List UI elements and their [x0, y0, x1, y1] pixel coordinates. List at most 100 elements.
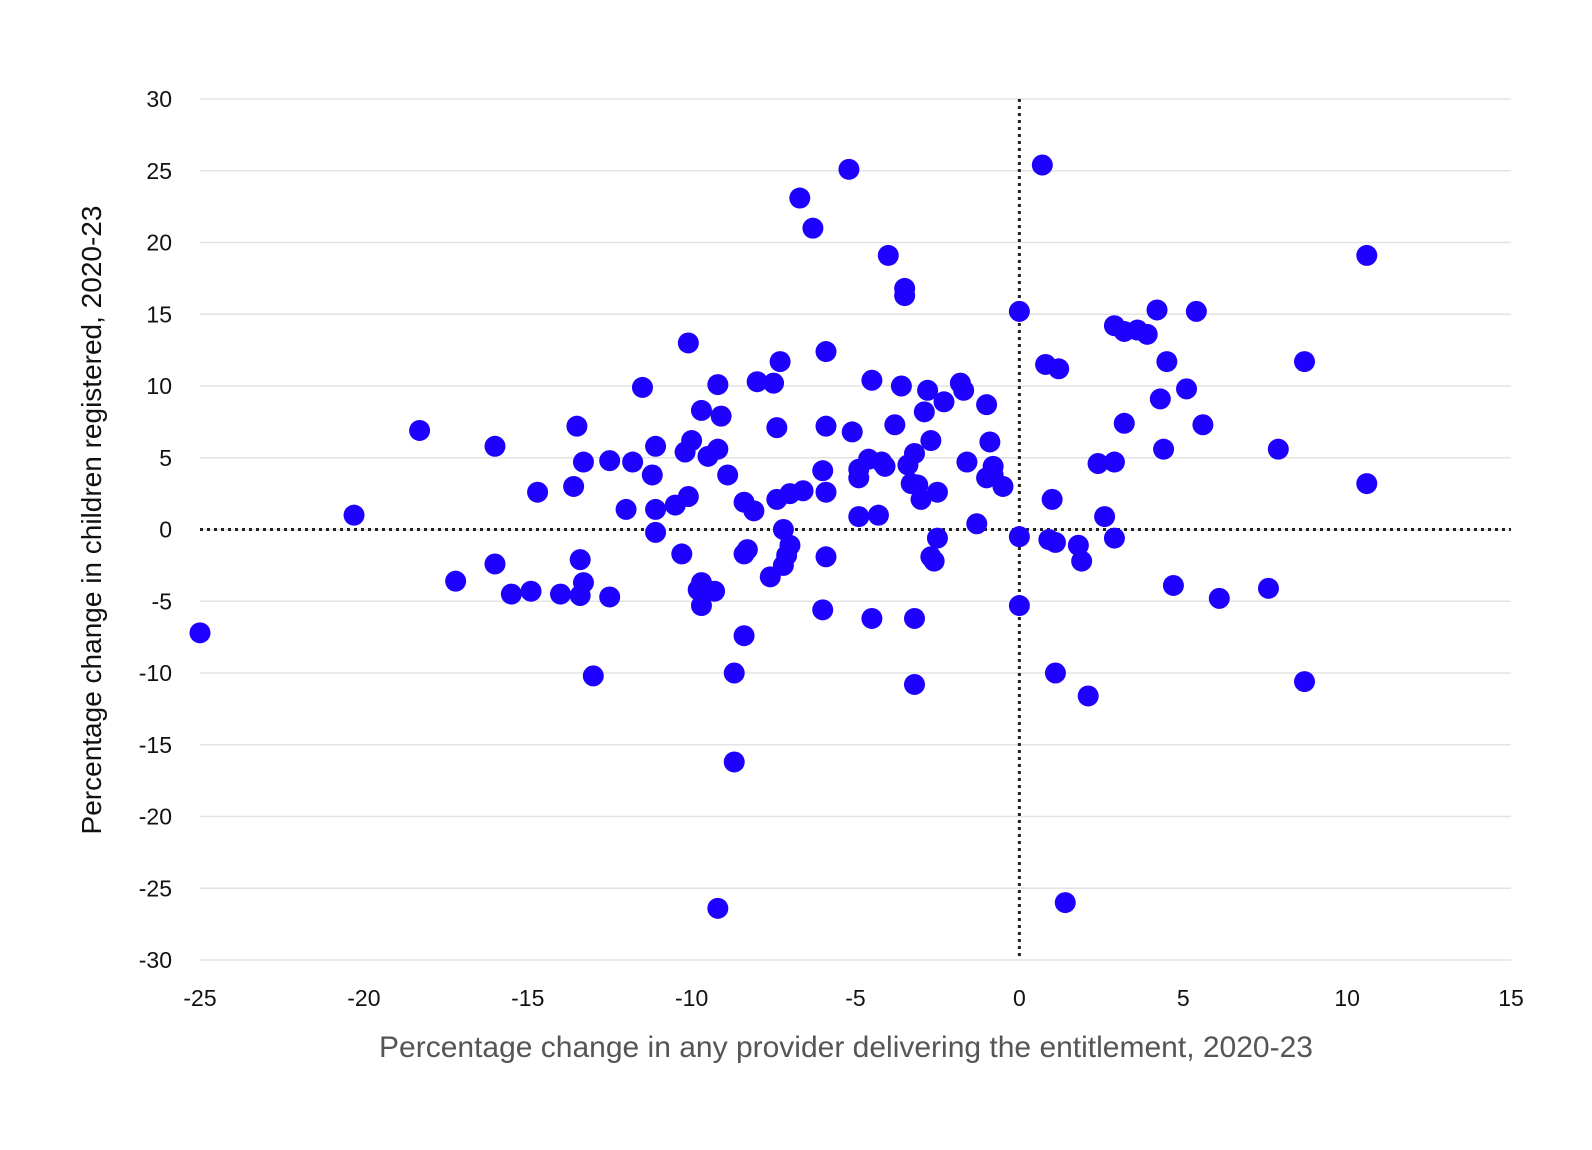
data-point	[979, 431, 1001, 453]
data-point	[1267, 438, 1289, 460]
data-point	[599, 586, 621, 608]
data-point	[484, 553, 506, 575]
data-point	[926, 527, 948, 549]
data-point	[1176, 378, 1198, 400]
data-point	[707, 438, 729, 460]
data-point	[1162, 574, 1184, 596]
data-point	[409, 419, 431, 441]
x-tick-label: -25	[183, 985, 216, 1011]
x-axis-title: Percentage change in any provider delive…	[379, 1031, 1313, 1064]
data-point	[527, 481, 549, 503]
data-point	[717, 464, 739, 486]
data-point	[736, 539, 758, 561]
data-point	[1067, 534, 1089, 556]
y-tick-label: -25	[139, 875, 172, 901]
data-point	[802, 217, 824, 239]
data-point	[848, 506, 870, 528]
data-point	[1048, 358, 1070, 380]
data-point	[445, 570, 467, 592]
data-point	[641, 464, 663, 486]
data-point	[520, 580, 542, 602]
data-point	[867, 504, 889, 526]
data-point	[707, 374, 729, 396]
data-point	[917, 379, 939, 401]
y-tick-label: -5	[152, 588, 172, 614]
y-tick-label: 25	[146, 158, 172, 184]
data-point	[572, 451, 594, 473]
data-point	[1192, 414, 1214, 436]
data-point	[1103, 451, 1125, 473]
data-point	[920, 430, 942, 452]
data-point	[1146, 299, 1168, 321]
data-point	[569, 585, 591, 607]
data-point	[913, 401, 935, 423]
data-point	[763, 372, 785, 394]
data-point	[772, 519, 794, 540]
data-point	[812, 599, 834, 621]
data-point	[1208, 587, 1230, 609]
data-point	[877, 244, 899, 266]
data-point	[1149, 388, 1171, 410]
data-point	[992, 475, 1014, 497]
data-point	[569, 549, 591, 571]
data-point	[1008, 300, 1030, 322]
data-point	[746, 371, 768, 393]
data-point	[189, 622, 211, 644]
gridlines	[200, 98, 1511, 961]
data-point	[815, 415, 837, 437]
data-point	[343, 504, 365, 526]
data-point	[1031, 154, 1053, 176]
x-tick-label: -5	[845, 985, 865, 1011]
data-point	[1185, 300, 1207, 322]
data-point	[976, 394, 998, 416]
data-point	[645, 435, 667, 457]
data-point	[874, 455, 896, 477]
data-point	[815, 341, 837, 363]
data-point	[1156, 351, 1178, 373]
data-point	[956, 451, 978, 473]
y-axis-title: Percentage change in children registered…	[76, 206, 107, 835]
y-tick-label: -20	[139, 804, 172, 830]
data-point	[926, 481, 948, 503]
data-point	[704, 580, 726, 602]
data-point	[1044, 662, 1066, 684]
data-point	[923, 550, 945, 572]
data-point	[789, 187, 811, 209]
data-point	[766, 417, 788, 439]
data-point	[1094, 506, 1116, 528]
data-point	[1087, 452, 1109, 474]
data-point	[815, 481, 837, 503]
data-point	[815, 546, 837, 568]
data-point	[884, 414, 906, 436]
y-tick-label: 5	[159, 445, 172, 471]
x-tick-label: 5	[1177, 985, 1190, 1011]
data-point	[1294, 671, 1316, 693]
data-point	[1153, 438, 1175, 460]
data-point	[903, 607, 925, 629]
data-point	[733, 625, 755, 647]
data-point	[550, 583, 572, 605]
data-point	[707, 897, 729, 919]
data-point	[484, 435, 506, 457]
data-point	[890, 375, 912, 397]
data-point	[841, 421, 863, 443]
data-point	[1041, 488, 1063, 510]
y-tick-label: 15	[146, 301, 172, 327]
data-point	[645, 521, 667, 543]
reference-lines	[200, 99, 1511, 960]
data-point	[631, 376, 653, 398]
data-point	[690, 595, 712, 617]
data-point	[861, 607, 883, 629]
data-point	[615, 498, 637, 520]
data-point	[848, 467, 870, 489]
data-point	[1113, 412, 1135, 434]
data-point	[1136, 323, 1158, 345]
data-point	[1257, 577, 1279, 599]
y-tick-label: -30	[139, 947, 172, 973]
data-point	[903, 673, 925, 695]
y-axis-ticks: 30 25 20 15 10 5 0 -5 -10 -15 -20 -25 -30	[139, 86, 172, 973]
data-point	[566, 415, 588, 437]
data-point	[953, 379, 975, 401]
